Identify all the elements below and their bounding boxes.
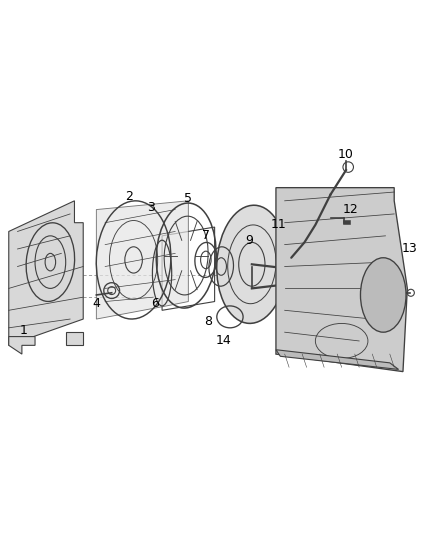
Polygon shape — [9, 336, 35, 354]
Polygon shape — [276, 188, 407, 372]
Text: 14: 14 — [215, 335, 231, 348]
Ellipse shape — [360, 258, 406, 332]
Text: 1: 1 — [20, 324, 28, 336]
Text: 2: 2 — [125, 190, 133, 203]
Text: 9: 9 — [246, 233, 254, 247]
Polygon shape — [343, 220, 350, 224]
Ellipse shape — [217, 205, 287, 324]
Text: 11: 11 — [270, 219, 286, 231]
Text: 5: 5 — [184, 192, 192, 205]
Text: 7: 7 — [202, 229, 210, 243]
Polygon shape — [96, 201, 188, 319]
Text: 4: 4 — [92, 297, 100, 310]
Text: 8: 8 — [204, 315, 212, 328]
Polygon shape — [276, 350, 399, 369]
Polygon shape — [66, 332, 83, 345]
Text: 10: 10 — [338, 148, 354, 161]
Text: 3: 3 — [147, 201, 155, 214]
Text: 13: 13 — [402, 243, 417, 255]
Text: 12: 12 — [343, 203, 358, 216]
Text: 6: 6 — [152, 297, 159, 310]
Polygon shape — [9, 201, 83, 345]
